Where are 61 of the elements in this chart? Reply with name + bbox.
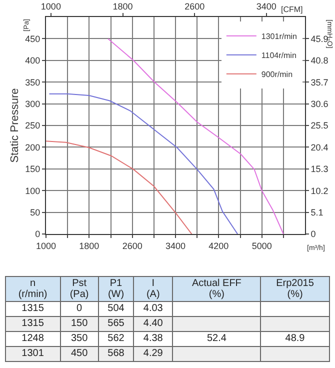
text: 4.38: [143, 333, 163, 344]
legend-label: 900r/min: [261, 70, 293, 79]
x-tick-label: 1000: [36, 240, 56, 251]
text: 350: [70, 333, 88, 344]
text: 150: [70, 318, 88, 329]
text: 0: [76, 303, 82, 314]
y2-tick-label: 10.2: [310, 186, 328, 196]
text: 504: [108, 303, 124, 314]
y-tick-label: 50: [30, 207, 40, 218]
category-label: Pst (Pa): [60, 276, 99, 302]
y2-tick-label: 20.4: [310, 142, 328, 152]
y-tick-label: 450: [25, 34, 40, 44]
y-tick-label: 350: [25, 77, 40, 88]
x2-tick-label: 3400: [256, 1, 276, 12]
category-label: n (r/min): [6, 276, 60, 302]
text: 1301: [22, 348, 44, 359]
text: 4.03: [143, 303, 163, 314]
y2-tick-label: 5.1: [310, 207, 324, 218]
y-tick-label: 0: [35, 229, 40, 240]
y-tick-label: 400: [25, 56, 40, 66]
y-tick-label: 250: [25, 120, 40, 131]
category-label: P1 (W): [98, 276, 134, 302]
y-tick-label: 300: [25, 98, 40, 109]
legend-label: 1301r/min: [261, 32, 297, 41]
y2-tick-label: 40.8: [310, 56, 328, 66]
x-tick-label: 1800: [79, 240, 100, 251]
legend-label: 1104r/min: [261, 50, 296, 60]
y-axis-title: Static Pressure: [8, 88, 21, 163]
x2-axis-title: [CFM]: [281, 5, 303, 14]
x2-tick-label: 2600: [184, 1, 205, 12]
x2-tick-label: 1000: [40, 1, 61, 12]
y-tick-label: 100: [25, 186, 40, 196]
text: 450: [70, 348, 88, 359]
text: 1248: [22, 333, 44, 344]
text: 4.29: [143, 348, 163, 359]
x-tick-label: 2600: [122, 240, 142, 251]
text: 1315: [22, 318, 44, 329]
text: 1315: [22, 303, 44, 314]
y2-tick-label: 30.6: [310, 98, 328, 109]
category-label: I (A): [133, 276, 173, 302]
y2-tick-label: 35.7: [310, 77, 328, 88]
y-tick-label: 150: [25, 164, 40, 174]
text: 565: [108, 318, 124, 329]
text: 48.9: [285, 333, 305, 344]
text: 562: [108, 333, 124, 344]
category-label: Actual EFF (%): [172, 276, 261, 302]
category-label: Erp2015 (%): [260, 276, 330, 302]
line-series: [46, 140, 192, 234]
y2-tick-label: 45.9: [310, 34, 328, 44]
x-tick-label: 3400: [165, 240, 186, 251]
y2-tick-label: 25.5: [310, 120, 328, 131]
y-tick-label: 200: [25, 142, 40, 152]
x2-tick-label: 1800: [112, 1, 133, 12]
line-series: [48, 93, 238, 234]
text: 4.40: [143, 318, 163, 329]
x-tick-label: 4200: [208, 240, 229, 251]
text: 568: [108, 348, 124, 359]
y2-tick-label: 15.3: [310, 164, 328, 174]
text: 52.4: [206, 333, 226, 344]
y2-tick-label: 0: [310, 229, 316, 240]
x-tick-label: 5000: [252, 240, 272, 251]
